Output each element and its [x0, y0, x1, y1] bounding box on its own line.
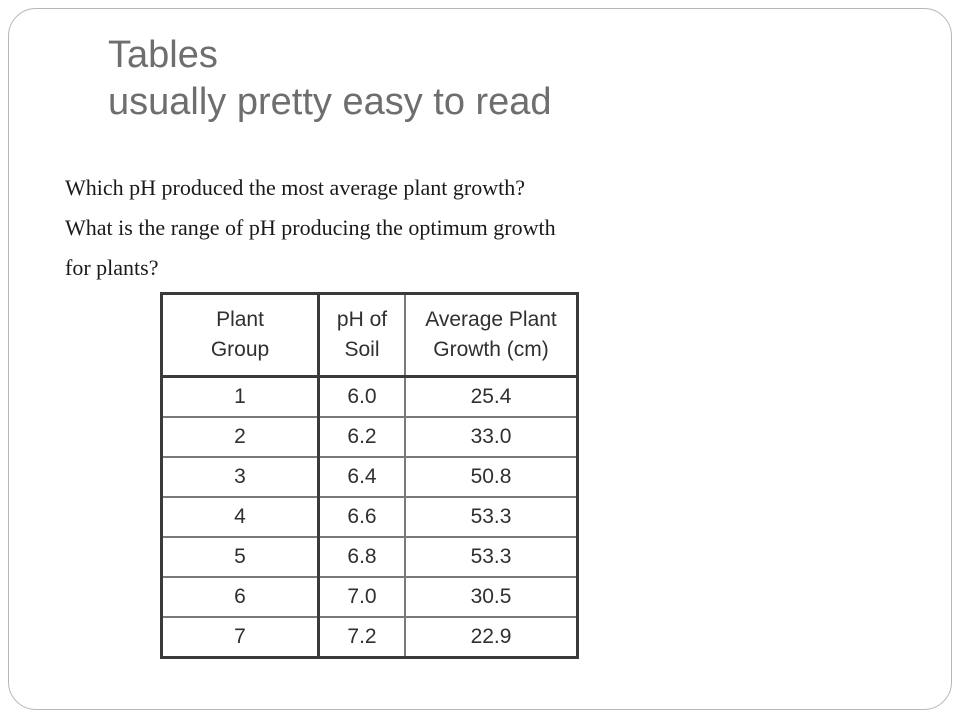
cell-growth: 50.8 [404, 456, 579, 498]
slide-title: Tables usually pretty easy to read [108, 32, 552, 126]
table-row: 7 7.2 22.9 [160, 616, 579, 659]
cell-growth: 25.4 [404, 375, 579, 418]
cell-ph: 7.2 [317, 616, 406, 659]
cell-growth: 22.9 [404, 616, 579, 659]
cell-plant-group: 6 [160, 576, 320, 618]
table-row: 6 7.0 30.5 [160, 576, 579, 618]
header-plant-group-line-2: Group [210, 338, 270, 361]
cell-ph: 6.4 [317, 456, 406, 498]
question-text: Which pH produced the most average plant… [65, 168, 765, 288]
header-plant-group: Plant Group [160, 292, 320, 378]
cell-ph: 6.2 [317, 416, 406, 458]
cell-plant-group: 7 [160, 616, 320, 659]
table-row: 5 6.8 53.3 [160, 536, 579, 578]
question-line-1: Which pH produced the most average plant… [65, 175, 526, 200]
table-row: 2 6.2 33.0 [160, 416, 579, 458]
cell-plant-group: 1 [160, 375, 320, 418]
cell-ph: 6.8 [317, 536, 406, 578]
table-row: 1 6.0 25.4 [160, 375, 579, 418]
slide-title-line-1: Tables [108, 34, 218, 76]
cell-ph: 6.0 [317, 375, 406, 418]
cell-growth: 53.3 [404, 496, 579, 538]
cell-growth: 53.3 [404, 536, 579, 578]
table-header-row: Plant Group pH of Soil Average Plant Gro… [160, 292, 579, 378]
question-line-3: for plants? [65, 255, 159, 280]
plant-growth-table: Plant Group pH of Soil Average Plant Gro… [160, 292, 579, 659]
cell-plant-group: 3 [160, 456, 320, 498]
cell-growth: 33.0 [404, 416, 579, 458]
header-ph-line-2: Soil [344, 338, 380, 361]
cell-plant-group: 4 [160, 496, 320, 538]
header-ph-line-1: pH of [336, 308, 388, 331]
header-growth-line-2: Growth (cm) [433, 338, 549, 361]
header-average-growth: Average Plant Growth (cm) [404, 292, 579, 378]
cell-ph: 7.0 [317, 576, 406, 618]
slide-title-line-2: usually pretty easy to read [108, 81, 552, 123]
cell-plant-group: 2 [160, 416, 320, 458]
header-ph-of-soil: pH of Soil [317, 292, 406, 378]
header-plant-group-line-1: Plant [216, 308, 264, 331]
table-row: 4 6.6 53.3 [160, 496, 579, 538]
table-row: 3 6.4 50.8 [160, 456, 579, 498]
header-growth-line-1: Average Plant [425, 308, 557, 331]
cell-ph: 6.6 [317, 496, 406, 538]
cell-growth: 30.5 [404, 576, 579, 618]
cell-plant-group: 5 [160, 536, 320, 578]
question-line-2: What is the range of pH producing the op… [65, 215, 556, 240]
